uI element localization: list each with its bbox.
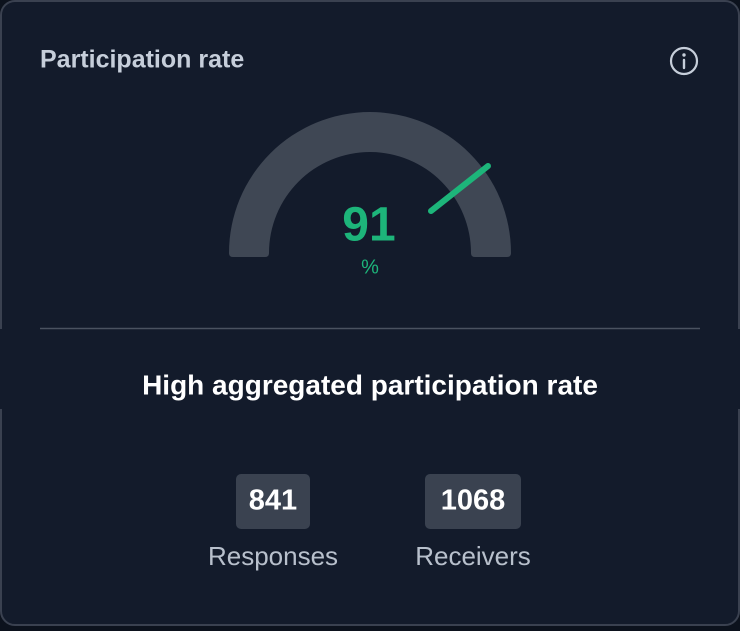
stat-value: 1068 xyxy=(441,485,506,517)
info-button[interactable] xyxy=(669,46,699,76)
gauge-needle xyxy=(428,163,491,214)
stat-label: Responses xyxy=(208,541,338,571)
stat-box xyxy=(236,474,310,529)
status-heading: High aggregated participation rate xyxy=(142,369,598,400)
gauge-track xyxy=(229,112,511,257)
gauge-value: 91 xyxy=(342,199,395,252)
gauge-unit: % xyxy=(361,256,379,278)
card-title: Participation rate xyxy=(40,46,244,74)
stat-label: Receivers xyxy=(415,541,531,571)
stat-box xyxy=(425,474,521,529)
stat-value: 841 xyxy=(249,485,297,517)
